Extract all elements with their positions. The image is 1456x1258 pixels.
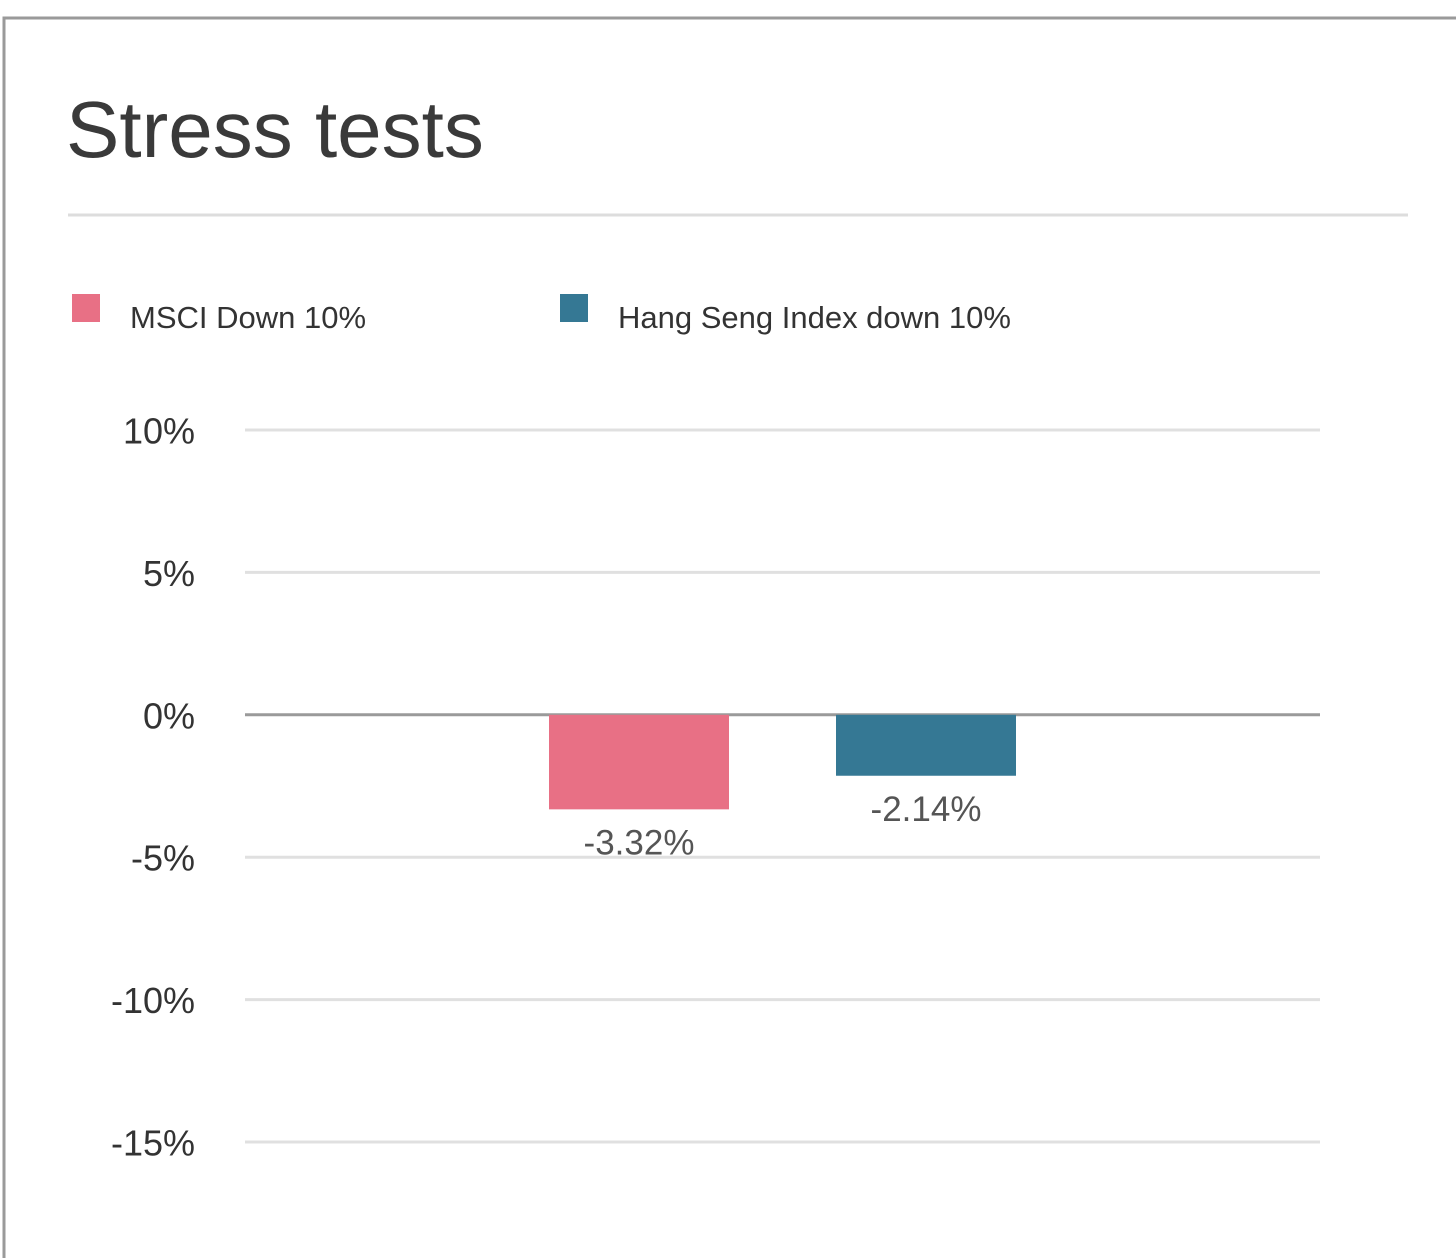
- y-tick-label: -10%: [111, 980, 195, 1021]
- legend-swatch: [72, 294, 100, 322]
- legend-swatch: [560, 294, 588, 322]
- bar: [836, 714, 1016, 776]
- data-label: -3.32%: [584, 824, 695, 863]
- y-tick-label: 5%: [143, 553, 195, 594]
- legend-label: Hang Seng Index down 10%: [618, 300, 1011, 335]
- chart-title: Stress tests: [66, 85, 484, 174]
- card-border: [2, 16, 1456, 1258]
- legend-label: MSCI Down 10%: [130, 300, 366, 335]
- y-tick-label: 0%: [143, 695, 195, 736]
- bar: [549, 714, 729, 810]
- y-tick-label: 10%: [123, 411, 195, 452]
- y-tick-label: -15%: [111, 1123, 195, 1164]
- data-label: -2.14%: [871, 790, 982, 829]
- y-tick-label: -5%: [131, 838, 195, 879]
